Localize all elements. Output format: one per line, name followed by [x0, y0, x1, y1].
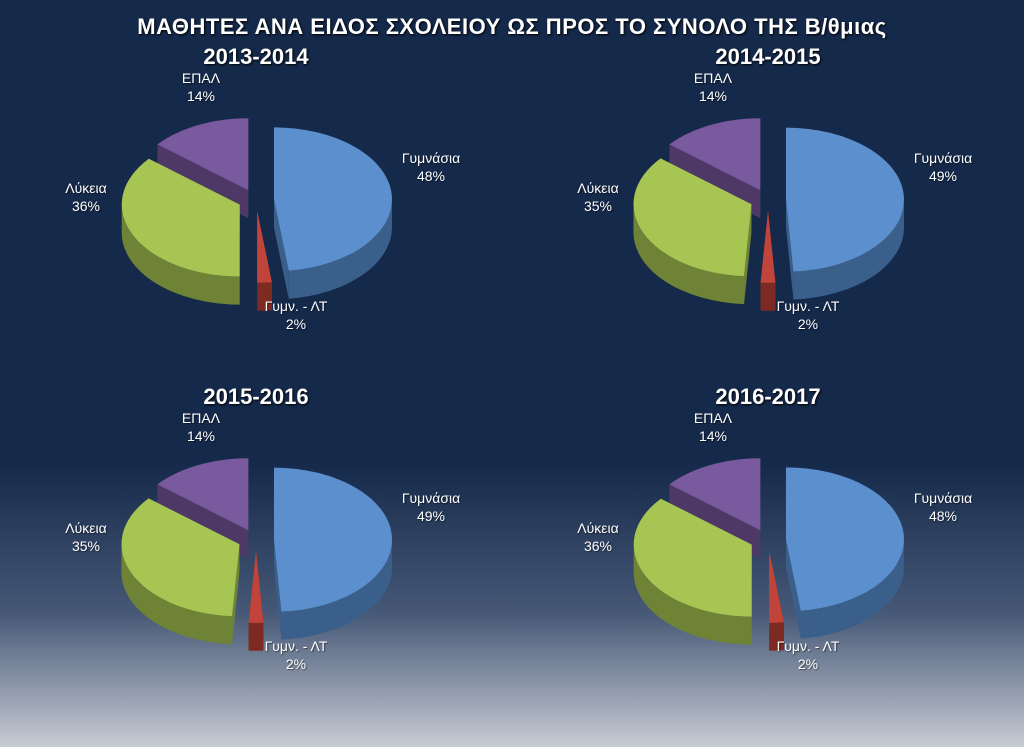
slice-label: ΕΠΑΛ14%: [673, 70, 753, 105]
chart-year: 2015-2016: [0, 384, 512, 410]
slice-label: ΕΠΑΛ14%: [161, 70, 241, 105]
pie-svg: [76, 420, 436, 725]
page-title: ΜΑΘΗΤΕΣ ΑΝΑ ΕΙΔΟΣ ΣΧΟΛΕΙΟΥ ΩΣ ΠΡΟΣ ΤΟ ΣΥ…: [0, 0, 1024, 40]
slice-label: Γυμν. - ΛΤ2%: [256, 298, 336, 333]
pie-svg: [588, 80, 948, 385]
chart-grid: 2013-2014 Γυμνάσια48% Γυμν. - ΛΤ2% Λύκεια3…: [0, 40, 1024, 720]
chart-year: 2014-2015: [512, 44, 1024, 70]
pie-chart: 2014-2015 Γυμνάσια49% Γυμν. - ΛΤ2% Λύκεια3…: [512, 40, 1024, 380]
slice-label: Γυμν. - ΛΤ2%: [256, 638, 336, 673]
slice-label: ΕΠΑΛ14%: [161, 410, 241, 445]
slice-label: Γυμνάσια48%: [903, 490, 983, 525]
pie-svg: [76, 80, 436, 385]
slice-label: Γυμνάσια49%: [391, 490, 471, 525]
pie-svg: [588, 420, 948, 725]
slice-label: Γυμν. - ΛΤ2%: [768, 638, 848, 673]
slice-label: Λύκεια35%: [558, 180, 638, 215]
slice-label: Λύκεια36%: [558, 520, 638, 555]
slice-label: Γυμν. - ΛΤ2%: [768, 298, 848, 333]
slice-label: Λύκεια36%: [46, 180, 126, 215]
slice-label: ΕΠΑΛ14%: [673, 410, 753, 445]
slice-label: Λύκεια35%: [46, 520, 126, 555]
slice-label: Γυμνάσια49%: [903, 150, 983, 185]
slice-label: Γυμνάσια48%: [391, 150, 471, 185]
pie-chart: 2016-2017 Γυμνάσια48% Γυμν. - ΛΤ2% Λύκεια3…: [512, 380, 1024, 720]
pie-chart: 2015-2016 Γυμνάσια49% Γυμν. - ΛΤ2% Λύκεια3…: [0, 380, 512, 720]
chart-year: 2016-2017: [512, 384, 1024, 410]
pie-chart: 2013-2014 Γυμνάσια48% Γυμν. - ΛΤ2% Λύκεια3…: [0, 40, 512, 380]
chart-year: 2013-2014: [0, 44, 512, 70]
